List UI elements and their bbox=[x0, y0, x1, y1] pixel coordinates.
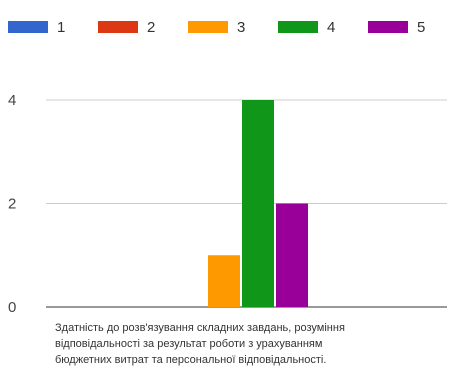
bar-series-3 bbox=[208, 255, 240, 307]
legend-label-1: 1 bbox=[57, 19, 65, 36]
category-label: Здатність до розв'язування складних завд… bbox=[55, 320, 447, 368]
y-axis-ticks: 0 2 4 bbox=[8, 92, 16, 316]
bars bbox=[208, 100, 308, 307]
bar-series-5 bbox=[276, 203, 308, 307]
legend-swatch-2 bbox=[98, 21, 138, 33]
legend-swatch-4 bbox=[278, 21, 318, 33]
legend-label-5: 5 bbox=[417, 19, 425, 36]
y-tick-label-4: 4 bbox=[8, 92, 16, 109]
y-tick-label-2: 2 bbox=[8, 196, 16, 213]
category-label-line-1: Здатність до розв'язування складних завд… bbox=[55, 322, 345, 334]
legend-label-4: 4 bbox=[327, 19, 335, 36]
legend-swatch-5 bbox=[368, 21, 408, 33]
y-tick-label-0: 0 bbox=[8, 299, 16, 316]
bar-series-4 bbox=[242, 100, 274, 307]
legend: 1 2 3 4 5 bbox=[8, 19, 425, 36]
category-label-line-2: відповідальності за результат роботи з у… bbox=[55, 338, 323, 350]
legend-swatch-3 bbox=[188, 21, 228, 33]
category-label-line-3: бюджетних витрат та персональної відпові… bbox=[55, 354, 327, 366]
legend-label-2: 2 bbox=[147, 19, 155, 36]
legend-swatch-1 bbox=[8, 21, 48, 33]
legend-label-3: 3 bbox=[237, 19, 245, 36]
